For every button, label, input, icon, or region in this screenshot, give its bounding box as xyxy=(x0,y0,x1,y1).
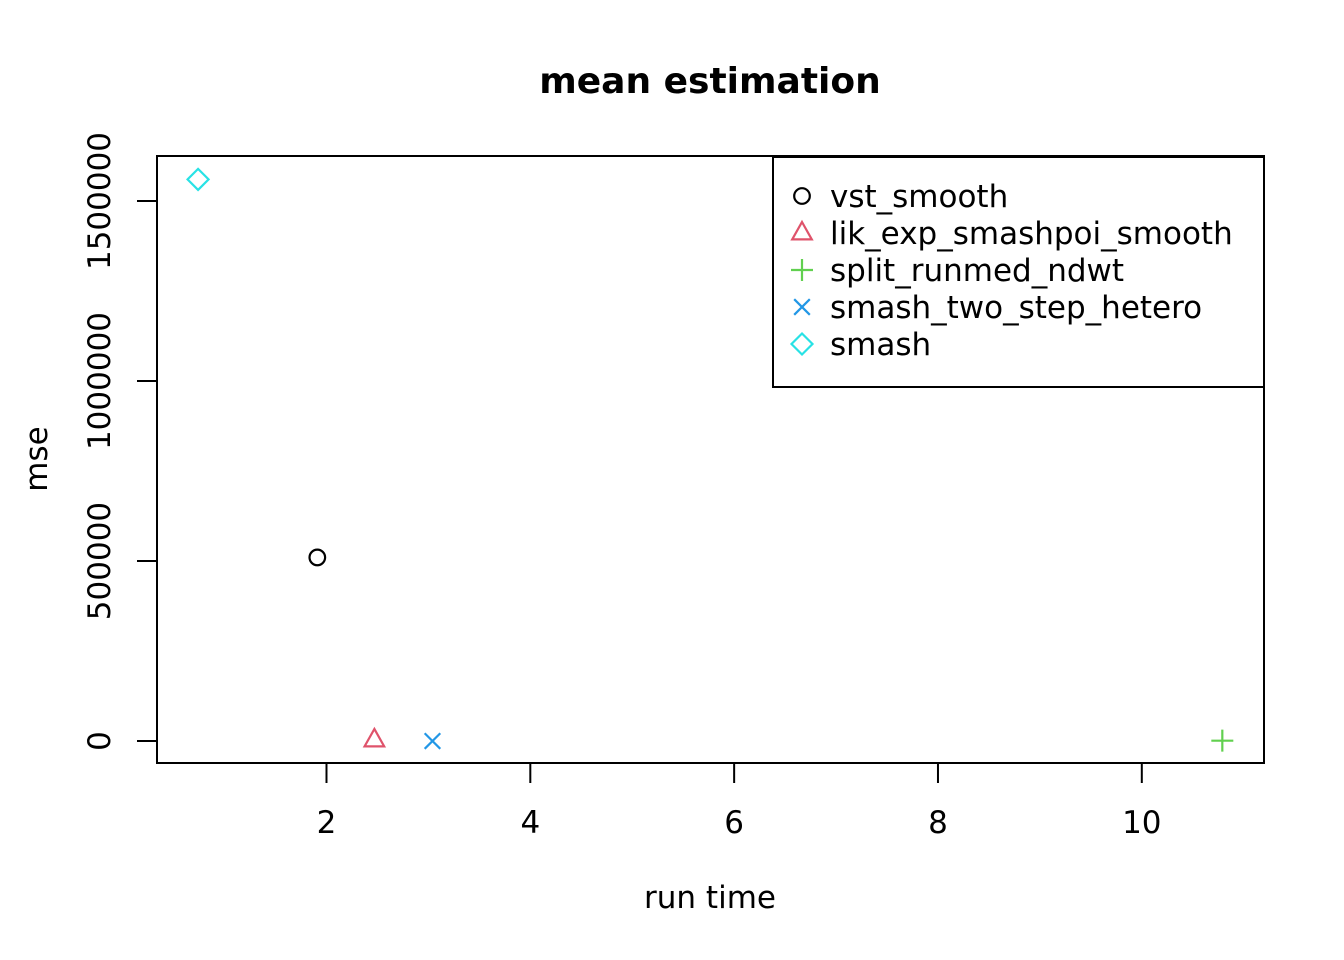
y-tick-label: 0 xyxy=(82,731,118,751)
legend-label-smash_two_step_hetero: smash_two_step_hetero xyxy=(830,290,1202,326)
point-vst_smooth-circle-marker xyxy=(308,548,327,567)
legend-label-smash: smash xyxy=(830,327,931,363)
legend-vst_smooth-circle-marker xyxy=(793,187,811,205)
legend-smash_two_step_hetero-x-marker xyxy=(793,298,811,316)
y-tick-label: 1500000 xyxy=(82,132,118,270)
legend-smash-diamond-marker xyxy=(789,331,815,357)
point-smash-diamond-marker xyxy=(186,167,211,192)
legend-label-vst_smooth: vst_smooth xyxy=(830,179,1008,215)
x-tick-label: 10 xyxy=(1122,805,1161,841)
chart-title: mean estimation xyxy=(539,61,881,102)
y-axis: 0 500000 1000000 1500000 xyxy=(82,132,157,751)
legend-split_runmed_ndwt-plus-marker xyxy=(791,259,813,281)
legend-label-lik_exp_smashpoi_smooth: lik_exp_smashpoi_smooth xyxy=(830,216,1233,252)
plot-frame xyxy=(156,155,1265,764)
data-points xyxy=(186,167,1234,752)
point-smash_two_step_hetero-x-marker xyxy=(423,732,442,750)
x-axis-label: run time xyxy=(644,880,776,916)
y-axis-label: mse xyxy=(19,426,55,491)
point-lik_exp_smashpoi_smooth-triangle-marker xyxy=(362,726,387,748)
x-axis: 2 4 6 8 10 xyxy=(317,763,1162,841)
legend-box xyxy=(772,156,1265,388)
y-tick-label: 500000 xyxy=(82,502,118,620)
point-split_runmed_ndwt-plus-marker xyxy=(1211,729,1234,752)
y-tick-label: 1000000 xyxy=(82,312,118,450)
x-tick-label: 8 xyxy=(928,805,948,841)
legend-lik_exp_smashpoi_smooth-triangle-marker xyxy=(790,219,814,241)
x-tick-label: 6 xyxy=(724,805,744,841)
legend-label-split_runmed_ndwt: split_runmed_ndwt xyxy=(830,253,1124,289)
x-tick-label: 4 xyxy=(520,805,540,841)
legend: vst_smoothlik_exp_smashpoi_smoothsplit_r… xyxy=(772,156,1265,388)
plot-border xyxy=(156,155,1265,764)
x-tick-label: 2 xyxy=(317,805,337,841)
